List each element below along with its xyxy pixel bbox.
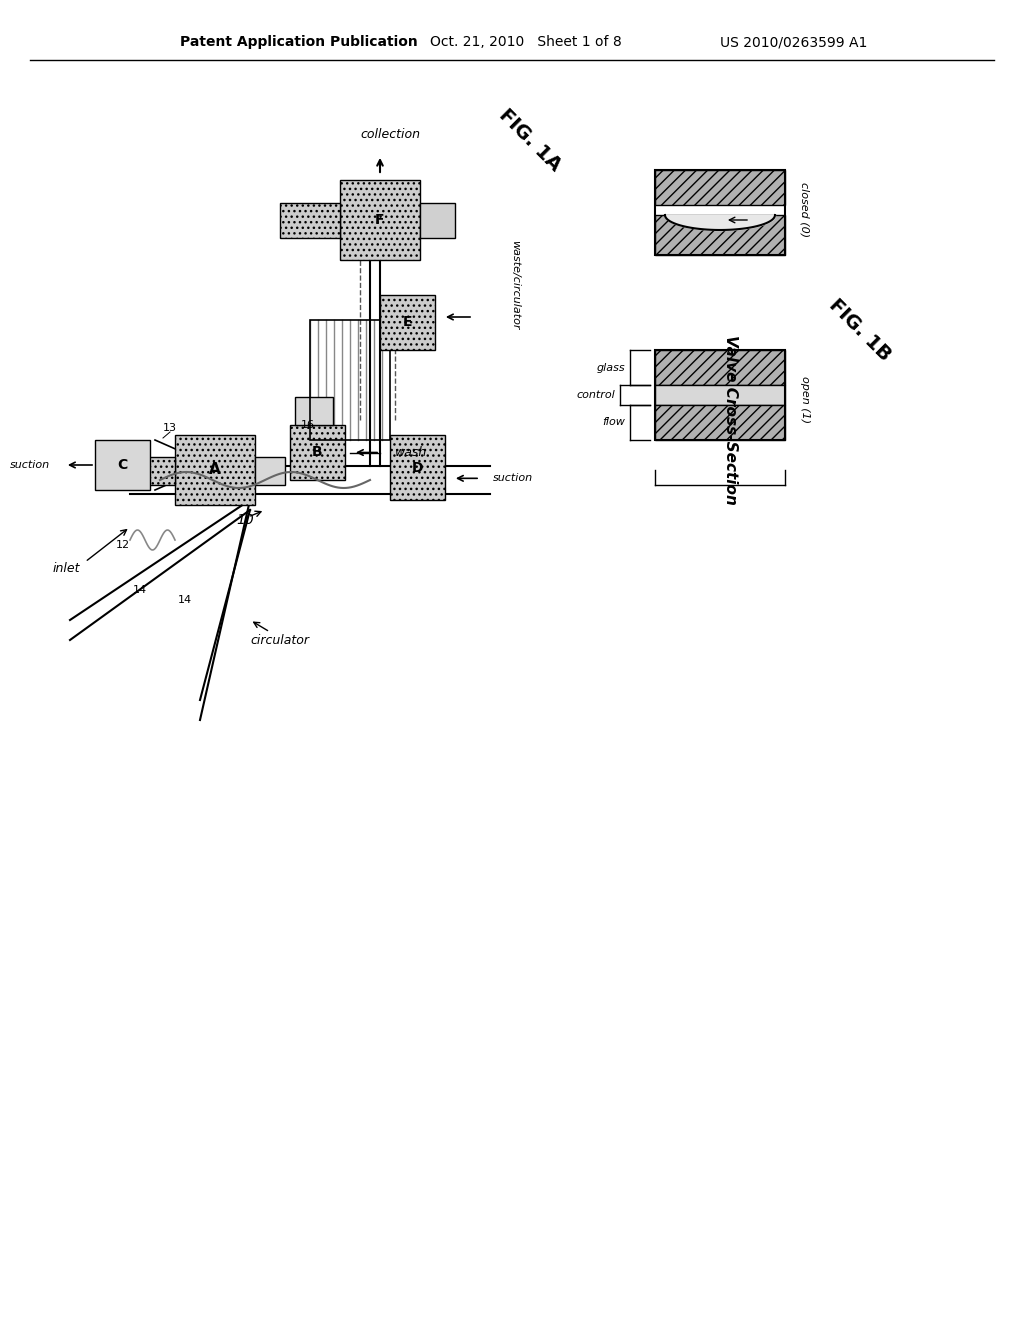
Text: open (1): open (1) (800, 376, 810, 424)
Text: waste/circulator: waste/circulator (510, 240, 520, 330)
Bar (420, 203, 455, 238)
Text: suction: suction (10, 459, 50, 470)
Text: 16: 16 (301, 420, 315, 430)
Text: B: B (312, 446, 323, 459)
Text: 14: 14 (178, 595, 193, 605)
Text: US 2010/0263599 A1: US 2010/0263599 A1 (720, 36, 867, 49)
Text: A: A (209, 462, 221, 478)
Text: D: D (412, 461, 423, 474)
Bar (655, 170, 785, 205)
Bar (175, 436, 255, 506)
Bar (280, 203, 340, 238)
Text: wash: wash (395, 446, 427, 459)
Text: collection: collection (360, 128, 420, 141)
Bar (255, 457, 285, 484)
Text: 14: 14 (133, 585, 147, 595)
Bar (655, 385, 785, 405)
Bar (340, 180, 420, 260)
Bar (95, 440, 150, 490)
Text: suction: suction (493, 474, 534, 483)
Bar (290, 425, 345, 480)
Text: FIG. 1B: FIG. 1B (825, 296, 895, 364)
Bar (655, 405, 785, 440)
Text: inlet: inlet (52, 561, 80, 574)
Bar (380, 294, 435, 350)
Bar (120, 457, 175, 484)
Text: circulator: circulator (251, 634, 309, 647)
Text: 10: 10 (237, 513, 254, 527)
Bar (655, 350, 785, 385)
Text: flow: flow (602, 417, 625, 426)
Text: control: control (577, 389, 615, 400)
Bar (655, 350, 785, 440)
Text: glass: glass (596, 363, 625, 374)
Text: F: F (375, 213, 385, 227)
Bar (310, 319, 390, 440)
Text: Patent Application Publication: Patent Application Publication (180, 36, 418, 49)
Text: 13: 13 (163, 422, 177, 433)
Text: C: C (118, 458, 128, 473)
Bar (390, 436, 445, 500)
Text: closed (0): closed (0) (800, 182, 810, 238)
Text: FIG. 1A: FIG. 1A (496, 106, 565, 174)
Text: 12: 12 (116, 540, 130, 550)
Text: Valve Cross-Section: Valve Cross-Section (723, 335, 737, 506)
Text: E: E (402, 315, 413, 330)
Text: Oct. 21, 2010   Sheet 1 of 8: Oct. 21, 2010 Sheet 1 of 8 (430, 36, 622, 49)
Bar (295, 397, 333, 425)
Bar (655, 215, 785, 255)
Bar (655, 170, 785, 255)
